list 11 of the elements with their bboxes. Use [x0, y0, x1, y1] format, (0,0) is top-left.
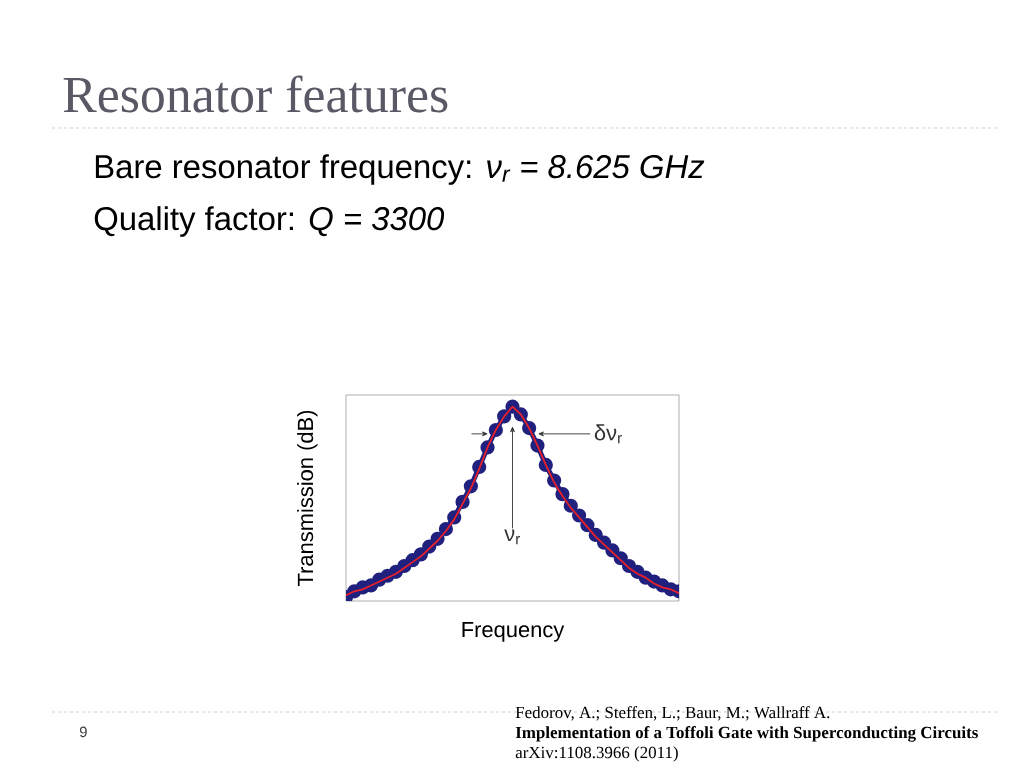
- text: 9: [79, 726, 87, 738]
- annotation: δν$_{r}$: [594, 424, 622, 444]
- text: arXiv:1108.3966 (2011): [515, 746, 678, 762]
- chart-title: Resonator features: [63, 75, 448, 113]
- x-axis-title: Frequency: [462, 622, 565, 642]
- text: Bare resonator frequency: ν$_{r}$ = 8.625 GHz: [95, 154, 705, 185]
- y-axis-title: Transmission (dB): [297, 410, 318, 586]
- annotation: ν$_{r}$: [504, 529, 521, 545]
- text: Implementation of a Toffoli Gate with Superconducting Circuits: [515, 726, 978, 742]
- text: Quality factor: Q = 3300: [94, 206, 445, 237]
- text: Fedorov, A.; Steffen, L.; Baur, M.; Wallraff A.: [515, 706, 830, 721]
